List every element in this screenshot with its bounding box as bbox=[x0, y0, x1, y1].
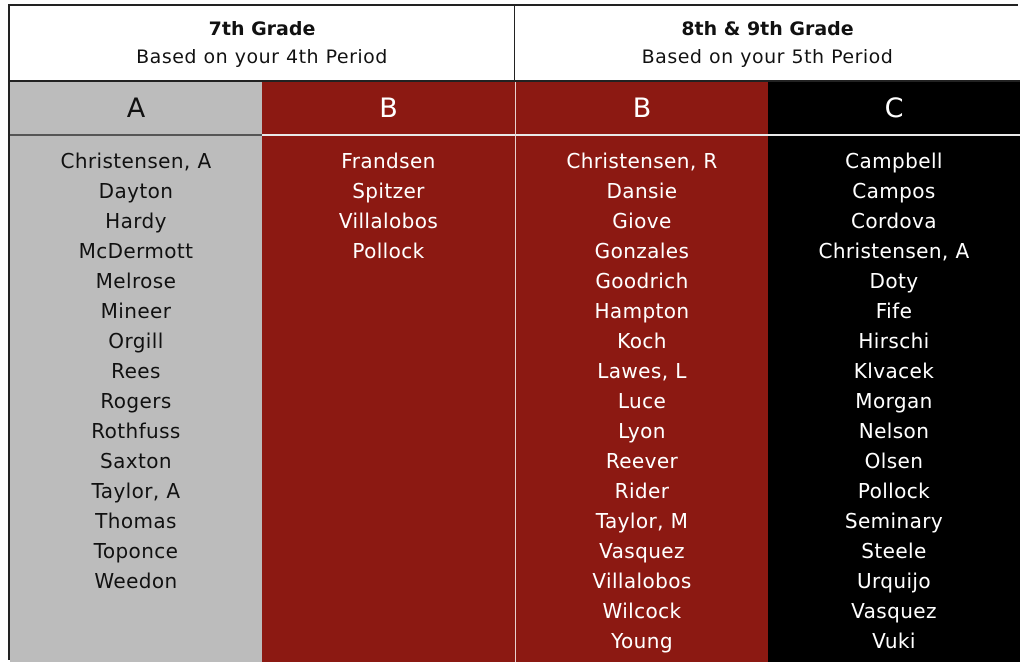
teacher-name: Lyon bbox=[618, 419, 666, 443]
teacher-name: Nelson bbox=[858, 419, 930, 443]
header-8th-9th-grade-title: 8th & 9th Grade bbox=[681, 18, 854, 40]
teacher-name: McDermott bbox=[78, 239, 194, 263]
teacher-name: Taylor, A bbox=[91, 479, 181, 503]
teacher-name: Taylor, M bbox=[595, 509, 689, 533]
column-label-b-8th-9th: B bbox=[515, 82, 768, 136]
teacher-name: Christensen, A bbox=[60, 149, 212, 173]
teacher-name: Hirschi bbox=[858, 329, 930, 353]
header-7th-grade-title: 7th Grade bbox=[208, 18, 316, 40]
teacher-name: Vasquez bbox=[599, 539, 685, 563]
teacher-name: Goodrich bbox=[595, 269, 689, 293]
header-8th-9th-grade: 8th & 9th Grade Based on your 5th Period bbox=[515, 6, 1020, 82]
column-c-names: Campbell Campos Cordova Christensen, A Doty F… bbox=[768, 136, 1020, 662]
teacher-name: Klvacek bbox=[853, 359, 935, 383]
teacher-name: Rothfuss bbox=[91, 419, 181, 443]
teacher-name: Koch bbox=[617, 329, 667, 353]
teacher-name: Campbell bbox=[845, 149, 943, 173]
column-label-b-7th: B bbox=[262, 82, 515, 136]
column-b-7th-names: Frandsen Spitzer Villalobos Pollock bbox=[262, 136, 515, 662]
teacher-name: Campos bbox=[852, 179, 936, 203]
teacher-name: Rogers bbox=[100, 389, 172, 413]
teacher-name: Villalobos bbox=[338, 209, 439, 233]
teacher-name: Spitzer bbox=[352, 179, 425, 203]
teacher-name: Melrose bbox=[95, 269, 177, 293]
teacher-name: Rees bbox=[111, 359, 161, 383]
teacher-name: Dayton bbox=[98, 179, 174, 203]
header-8th-9th-grade-subtitle: Based on your 5th Period bbox=[641, 46, 894, 68]
teacher-name: Urquijo bbox=[856, 569, 932, 593]
teacher-name: Dansie bbox=[606, 179, 678, 203]
teacher-name: Vuki bbox=[872, 629, 916, 653]
teacher-name: Gonzales bbox=[594, 239, 690, 263]
teacher-name: Fife bbox=[875, 299, 913, 323]
teacher-name: Olsen bbox=[864, 449, 924, 473]
teacher-name: Cordova bbox=[851, 209, 937, 233]
teacher-name: Weedon bbox=[94, 569, 178, 593]
teacher-name: Pollock bbox=[352, 239, 425, 263]
teacher-name: Christensen, R bbox=[566, 149, 718, 173]
teacher-name: Seminary bbox=[844, 509, 944, 533]
teacher-name: Vasquez bbox=[851, 599, 937, 623]
column-label-a: A bbox=[10, 82, 262, 136]
teacher-name: Villalobos bbox=[592, 569, 692, 593]
teacher-name: Christensen, A bbox=[818, 239, 970, 263]
teacher-name: Morgan bbox=[855, 389, 933, 413]
teacher-name: Reever bbox=[605, 449, 679, 473]
header-7th-grade: 7th Grade Based on your 4th Period bbox=[10, 6, 515, 82]
lunch-schedule-table: 7th Grade Based on your 4th Period 8th &… bbox=[8, 4, 1020, 662]
teacher-name: Toponce bbox=[93, 539, 179, 563]
teacher-name: Young bbox=[611, 629, 673, 653]
teacher-name: Luce bbox=[617, 389, 667, 413]
column-b-8th-9th-names: Christensen, R Dansie Giove Gonzales Goodric… bbox=[515, 136, 768, 662]
teacher-name: Steele bbox=[861, 539, 927, 563]
teacher-name: Wilcock bbox=[602, 599, 682, 623]
teacher-name: Hardy bbox=[105, 209, 167, 233]
teacher-name: Rider bbox=[614, 479, 670, 503]
teacher-name: Giove bbox=[612, 209, 672, 233]
teacher-name: Pollock bbox=[857, 479, 931, 503]
teacher-name: Thomas bbox=[95, 509, 177, 533]
teacher-name: Hampton bbox=[594, 299, 690, 323]
teacher-name: Orgill bbox=[108, 329, 164, 353]
teacher-name: Mineer bbox=[100, 299, 172, 323]
teacher-name: Doty bbox=[869, 269, 919, 293]
teacher-name: Saxton bbox=[100, 449, 172, 473]
column-label-c: C bbox=[768, 82, 1020, 136]
column-a-names: Christensen, A Dayton Hardy McDermott Melros… bbox=[10, 136, 262, 662]
teacher-name: Lawes, L bbox=[597, 359, 687, 383]
header-7th-grade-subtitle: Based on your 4th Period bbox=[136, 46, 388, 68]
teacher-name: Frandsen bbox=[341, 149, 436, 173]
